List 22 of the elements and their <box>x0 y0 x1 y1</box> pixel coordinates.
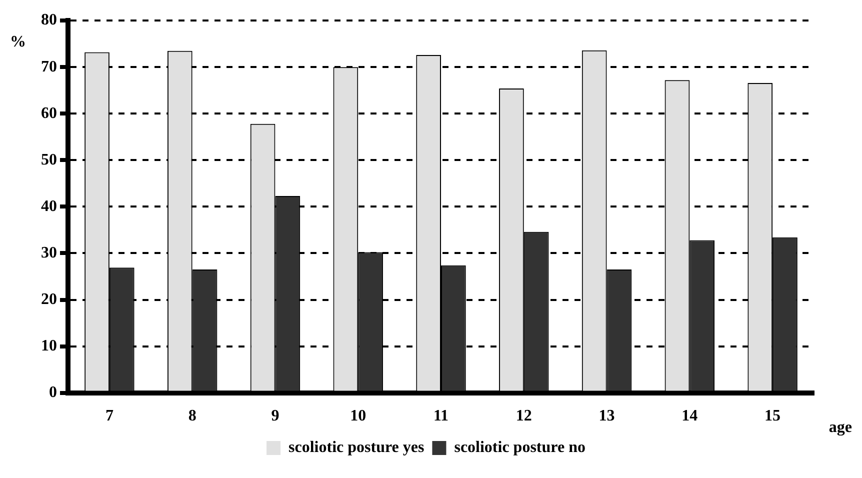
y-tick-label: 10 <box>41 337 57 354</box>
x-tick-label: 14 <box>682 408 698 425</box>
y-tick-label: 0 <box>49 384 57 401</box>
x-tick-label: 15 <box>764 408 781 425</box>
x-tick-label: 11 <box>433 408 449 425</box>
x-tick-label: 9 <box>271 408 280 425</box>
x-axis-title: age <box>828 419 852 436</box>
legend-label: scoliotic posture yes <box>288 439 424 456</box>
y-tick-label: 60 <box>41 104 57 122</box>
x-tick-label: 13 <box>598 408 615 425</box>
y-tick-label: 40 <box>41 198 57 215</box>
y-tick-label: 20 <box>41 290 57 308</box>
x-tick-label: 12 <box>516 408 532 425</box>
x-tick-label: 8 <box>188 408 196 425</box>
y-tick-label: 30 <box>41 244 57 262</box>
y-tick-label: 80 <box>41 12 57 29</box>
x-tick-label: 7 <box>105 408 114 425</box>
legend-label: scoliotic posture no <box>454 439 586 456</box>
y-tick-label: 70 <box>41 58 57 76</box>
y-axis-title: % <box>10 34 26 51</box>
x-tick-label: 10 <box>350 408 366 425</box>
y-tick-label: 50 <box>41 151 57 168</box>
